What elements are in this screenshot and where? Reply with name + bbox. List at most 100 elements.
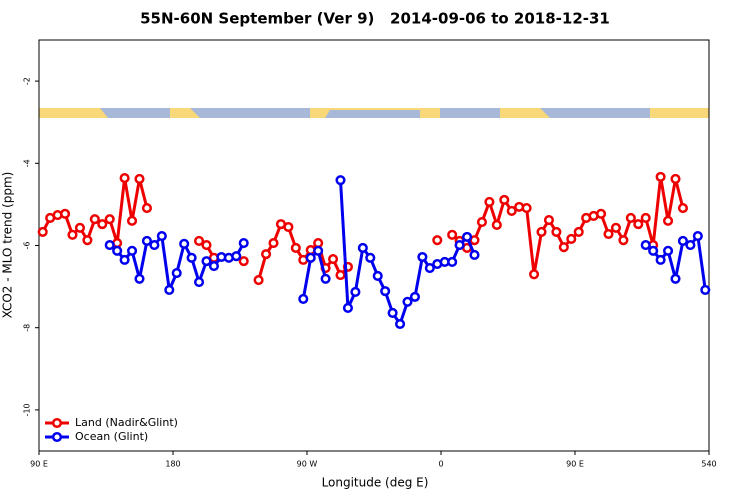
data-point — [253, 274, 264, 286]
data-point — [141, 235, 152, 247]
data-point — [104, 214, 115, 225]
data-point — [573, 226, 584, 237]
x-tick-label: 540 — [701, 460, 716, 469]
data-point — [610, 222, 621, 233]
data-point — [625, 212, 636, 224]
data-point — [305, 252, 316, 263]
data-point — [97, 219, 108, 230]
data-point — [365, 252, 376, 263]
data-point — [37, 226, 48, 237]
data-point — [194, 277, 205, 288]
y-tick-label: -10 — [23, 403, 32, 416]
data-point — [238, 237, 249, 249]
series-line — [41, 175, 685, 281]
data-point — [424, 263, 435, 274]
y-tick-label: -4 — [23, 159, 32, 167]
data-point — [134, 173, 145, 184]
data-point — [618, 235, 629, 246]
data-point — [596, 208, 607, 219]
data-point — [499, 194, 510, 205]
y-tick-label: -8 — [23, 324, 32, 332]
map-strip — [39, 108, 709, 118]
data-point — [119, 254, 130, 265]
x-axis-label: Longitude (deg E) — [322, 476, 429, 490]
legend-label: Ocean (Glint) — [75, 430, 148, 443]
data-point — [663, 215, 674, 226]
data-point — [454, 240, 465, 251]
data-point — [119, 173, 130, 184]
data-point — [320, 273, 331, 284]
data-point — [156, 230, 167, 242]
data-point — [134, 273, 145, 284]
y-tick-label: -2 — [23, 77, 32, 85]
data-point — [328, 254, 339, 265]
data-point — [350, 286, 361, 297]
data-point — [104, 240, 115, 251]
data-point — [238, 256, 249, 267]
data-point — [380, 286, 391, 297]
data-point — [670, 173, 681, 184]
data-point — [357, 242, 368, 254]
data-point — [342, 302, 353, 314]
legend-label: Land (Nadir&Glint) — [75, 416, 178, 429]
data-point — [261, 249, 272, 260]
data-point — [395, 318, 406, 330]
data-point — [633, 219, 644, 230]
plot-frame — [38, 39, 710, 452]
data-point — [551, 226, 562, 237]
data-point — [67, 229, 78, 240]
chart-title: 55N-60N September (Ver 9) 2014-09-06 to … — [140, 10, 610, 28]
data-point — [82, 235, 93, 246]
data-point — [663, 245, 674, 256]
data-point — [655, 254, 666, 265]
data-point — [387, 307, 398, 318]
legend-marker — [51, 417, 63, 429]
x-tick-label: 180 — [165, 460, 180, 469]
data-point — [469, 249, 480, 261]
data-point — [194, 235, 205, 247]
x-tick-label: 0 — [438, 460, 443, 469]
data-point — [476, 217, 487, 228]
data-point — [186, 252, 197, 263]
data-point — [60, 208, 71, 219]
data-point — [74, 222, 85, 233]
data-point — [640, 212, 651, 224]
data-point — [543, 214, 554, 226]
data-point — [566, 233, 577, 244]
data-point — [677, 235, 688, 247]
data-point — [171, 267, 182, 279]
data-point — [112, 245, 123, 256]
data-point — [692, 230, 703, 242]
y-axis-label: XCO2 - MLO trend (ppm) — [1, 172, 15, 319]
data-point — [484, 196, 495, 207]
data-point — [127, 215, 138, 226]
data-point — [372, 270, 383, 281]
data-point — [313, 245, 324, 256]
data-point — [201, 240, 212, 251]
data-point — [127, 245, 138, 256]
data-point — [141, 203, 152, 214]
data-point — [677, 203, 688, 214]
data-point — [536, 226, 547, 237]
data-point — [700, 284, 711, 295]
data-point — [648, 245, 659, 256]
data-point — [432, 235, 443, 246]
data-point — [670, 273, 681, 284]
data-point — [164, 284, 175, 295]
data-point — [640, 240, 651, 251]
y-tick-label: -6 — [23, 242, 32, 250]
x-tick-label: 90 E — [30, 460, 48, 469]
data-point — [529, 269, 540, 280]
data-point — [447, 229, 458, 240]
data-point — [558, 242, 569, 253]
data-point — [521, 203, 532, 214]
data-point — [208, 261, 219, 272]
data-point — [491, 219, 502, 230]
data-point — [603, 228, 614, 240]
data-point — [149, 240, 160, 251]
data-point — [462, 231, 473, 242]
data-point — [655, 171, 666, 182]
data-point — [447, 256, 458, 267]
data-point — [313, 237, 324, 249]
data-point — [335, 270, 346, 281]
